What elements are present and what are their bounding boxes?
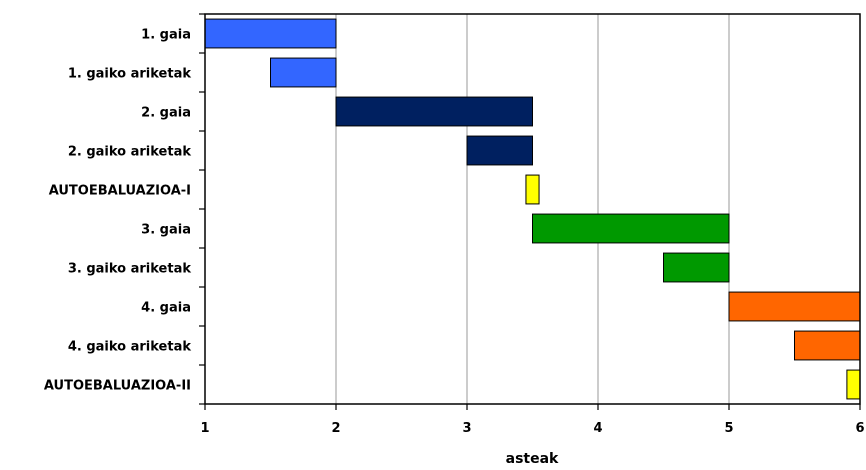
task-bar (270, 57, 337, 88)
task-bar (466, 135, 533, 166)
category-label: 3. gaiko ariketak (68, 262, 192, 277)
category-label: AUTOEBALUAZIOA-II (44, 379, 191, 394)
task-bar (794, 330, 861, 361)
task-bar (335, 96, 533, 127)
task-bar (525, 174, 540, 205)
task-bar (532, 213, 730, 244)
category-label: 2. gaia (141, 106, 191, 121)
x-tick-label: 2 (331, 421, 340, 436)
task-bars (204, 18, 861, 400)
category-labels: 1. gaia 1. gaiko ariketak 2. gaia 2. gaiko … (44, 28, 191, 394)
x-tick-label: 6 (855, 421, 864, 436)
category-label: 2. gaiko ariketak (68, 145, 192, 160)
x-tick-label: 3 (462, 421, 471, 436)
task-bar (728, 291, 861, 322)
task-bar (663, 252, 730, 283)
category-label: 4. gaia (141, 301, 191, 316)
task-bar (846, 369, 861, 400)
task-bar (204, 18, 337, 49)
x-tick-labels: 1 2 3 4 5 6 (200, 421, 864, 436)
category-label: 3. gaia (141, 223, 191, 238)
x-tick-label: 5 (724, 421, 733, 436)
category-label: AUTOEBALUAZIOA-I (49, 184, 191, 199)
category-label: 1. gaia (141, 28, 191, 43)
category-label: 4. gaiko ariketak (68, 340, 192, 355)
grid-lines (335, 14, 730, 404)
axis-ticks (199, 13, 861, 410)
x-axis-title: asteak (506, 451, 559, 467)
x-tick-label: 1 (200, 421, 209, 436)
x-tick-label: 4 (593, 421, 602, 436)
category-label: 1. gaiko ariketak (68, 67, 192, 82)
